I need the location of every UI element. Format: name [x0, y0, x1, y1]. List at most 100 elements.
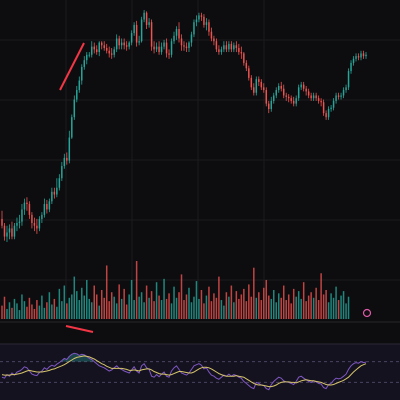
candle-body: [235, 45, 238, 48]
volume-bar: [163, 278, 165, 319]
volume-bar: [183, 300, 185, 319]
candle-body: [143, 12, 145, 20]
volume-bar: [190, 302, 193, 319]
candle-body: [145, 12, 148, 25]
candle-body: [46, 204, 48, 210]
candle-body: [297, 87, 300, 99]
volume-bar: [223, 305, 225, 319]
volume-bar: [282, 285, 285, 319]
volume-bar: [145, 285, 148, 319]
volume-bar: [268, 295, 270, 319]
candle-body: [88, 54, 91, 56]
candle-body: [16, 223, 18, 226]
volume-bar: [120, 298, 123, 319]
candle-body: [31, 214, 33, 224]
candle-body: [302, 84, 305, 89]
candle-body: [315, 95, 317, 99]
volume-bar: [1, 305, 3, 319]
candle-body: [71, 117, 73, 138]
volume-bar: [218, 276, 220, 319]
oscillator-trendline: [65, 325, 94, 333]
candle-body: [280, 85, 282, 89]
oscillator-panel-background: [0, 344, 400, 400]
candle-body: [310, 95, 312, 99]
candle-body: [198, 15, 200, 20]
volume-bar: [200, 290, 203, 319]
volume-bar: [18, 310, 21, 319]
volume-indicator-icon[interactable]: [362, 308, 372, 318]
candle-body: [100, 42, 103, 46]
volume-bar: [210, 301, 213, 319]
volume-bar: [287, 294, 290, 319]
volume-bar: [185, 294, 188, 319]
candle-body: [110, 53, 113, 55]
overbought-fill: [80, 354, 84, 362]
candle-body: [68, 137, 71, 161]
candle-body: [215, 41, 218, 50]
candle-body: [185, 46, 188, 48]
candle-body: [317, 98, 320, 101]
volume-bar: [133, 300, 135, 319]
volume-bar: [130, 279, 133, 319]
candle-body: [91, 46, 93, 55]
volume-bar: [235, 291, 238, 319]
overbought-fill: [63, 358, 66, 362]
volume-bar: [233, 302, 235, 319]
price-trendline: [59, 42, 85, 91]
candle-body: [255, 79, 258, 93]
candle-body: [95, 49, 98, 53]
candle-body: [292, 100, 295, 104]
candle-body: [125, 45, 128, 47]
oscillator: [0, 352, 400, 391]
volume-bar: [347, 296, 350, 319]
volume-bar: [258, 292, 260, 319]
grid: [0, 0, 400, 320]
volume-bar: [103, 297, 105, 319]
candle-body: [342, 90, 345, 96]
candle-body: [200, 15, 203, 17]
volume-bar: [140, 292, 143, 319]
volume-bar: [203, 303, 205, 319]
candle-body: [11, 228, 13, 237]
candle-body: [123, 42, 125, 46]
volume-bar: [315, 287, 317, 319]
candle-body: [63, 157, 66, 167]
candle-body: [18, 221, 21, 224]
candle-body: [115, 38, 118, 50]
candle-body: [78, 80, 81, 91]
candle-body: [160, 46, 163, 53]
volume-bar: [260, 300, 263, 319]
volume-bar: [243, 288, 245, 319]
candle-body: [357, 56, 360, 58]
volume-bar: [320, 273, 322, 319]
volume-bar: [26, 306, 28, 319]
candle-body: [290, 98, 292, 101]
candle-body: [33, 223, 36, 226]
candle-body: [285, 95, 287, 97]
volume-bar: [327, 302, 330, 319]
candle-body: [93, 46, 95, 50]
volume-bar: [198, 298, 200, 319]
candle-body: [13, 225, 16, 237]
candle-body: [153, 46, 155, 50]
candle-body: [178, 28, 180, 39]
candle-body: [265, 90, 268, 104]
volume-bar: [63, 285, 66, 319]
volume-bar: [125, 304, 128, 319]
volume-bar: [245, 301, 248, 319]
volume-bar: [88, 298, 91, 319]
volume-bar: [297, 291, 300, 319]
candle-body: [155, 46, 158, 50]
candle-body: [245, 62, 248, 69]
volume-bar: [108, 301, 110, 319]
volume-bar: [290, 303, 292, 319]
volume-bar: [305, 301, 307, 319]
candle-body: [210, 31, 213, 39]
volume-bar: [11, 307, 13, 319]
volume-bar: [253, 267, 255, 319]
volume-bar: [71, 294, 73, 319]
volume-bar: [205, 295, 208, 319]
volume-bar: [248, 284, 250, 319]
volume-bar: [220, 300, 223, 319]
